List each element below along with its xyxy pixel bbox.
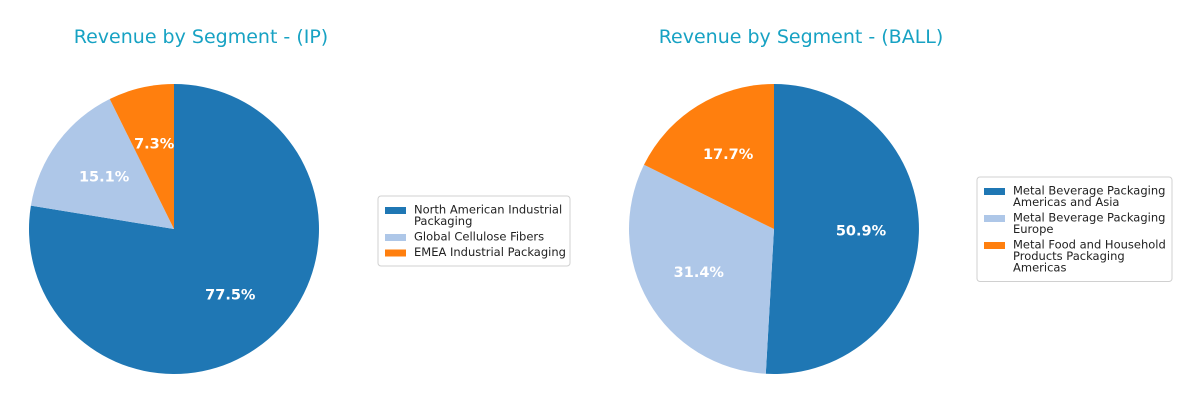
legend-label: North American Industrial (414, 203, 562, 217)
legend-label: EMEA Industrial Packaging (414, 245, 566, 259)
pie-label-global-cellulose-fibers: 15.1% (79, 169, 130, 185)
legend-label: Packaging (414, 214, 472, 228)
legend-label: Americas (1013, 261, 1066, 275)
pie-slice-global-cellulose-fibers (30, 99, 175, 230)
pie-slices-ball (629, 84, 919, 374)
legend-label: Metal Beverage Packaging (1013, 184, 1165, 198)
chart-title-ip: Revenue by Segment - (IP) (74, 26, 328, 48)
chart-title-ball: Revenue by Segment - (BALL) (659, 26, 944, 48)
pie-slice-north-american-industrial-packaging (29, 84, 320, 375)
pie-chart-ip: Revenue by Segment - (IP) 77.5% 15.1% 7.3%… (29, 26, 571, 375)
legend-swatch (385, 249, 406, 257)
legend-label: Metal Beverage Packaging (1013, 211, 1165, 225)
legend-swatch (984, 188, 1005, 195)
pie-slice-metal-beverage-packaging-europe (629, 164, 774, 374)
legend-swatch (984, 242, 1005, 249)
legend-label: Americas and Asia (1013, 195, 1119, 209)
pie-label-emea-industrial-packaging: 7.3% (134, 136, 175, 152)
legend-swatch (984, 215, 1005, 222)
legend-entry-global-cellulose-fibers: Global Cellulose Fibers (385, 230, 544, 244)
legend-frame (976, 176, 1173, 282)
pie-labels-ball: 50.9% 31.4% 17.7% (674, 147, 887, 281)
pie-chart-ball: Revenue by Segment - (BALL) 50.9% 31.4% 17… (629, 26, 1173, 374)
pie-slice-metal-food-and-household-products-packaging-americas (643, 84, 774, 229)
pie-slice-metal-beverage-packaging-americas-and-asia (765, 84, 919, 374)
pie-label-north-american-industrial-packaging: 77.5% (205, 287, 256, 303)
legend-swatch (385, 207, 406, 214)
legend-label: Products Packaging (1013, 249, 1125, 263)
legend-label: Global Cellulose Fibers (414, 230, 544, 244)
legend-swatch (385, 234, 406, 241)
legend-entry-emea-industrial-packaging: EMEA Industrial Packaging (385, 245, 566, 259)
pie-slices-ip (29, 84, 320, 375)
pie-label-metal-beverage-packaging-europe: 31.4% (674, 265, 725, 281)
pie-label-metal-food-and-household-products-packaging-americas: 17.7% (703, 147, 754, 163)
legend-frame (377, 195, 571, 267)
legend-label: Europe (1013, 222, 1053, 236)
legend-label: Metal Food and Household (1013, 238, 1166, 252)
pie-slice-emea-industrial-packaging (109, 84, 174, 229)
pie-label-metal-beverage-packaging-americas-and-asia: 50.9% (836, 224, 887, 240)
pie-labels-ip: 77.5% 15.1% 7.3% (79, 136, 256, 303)
